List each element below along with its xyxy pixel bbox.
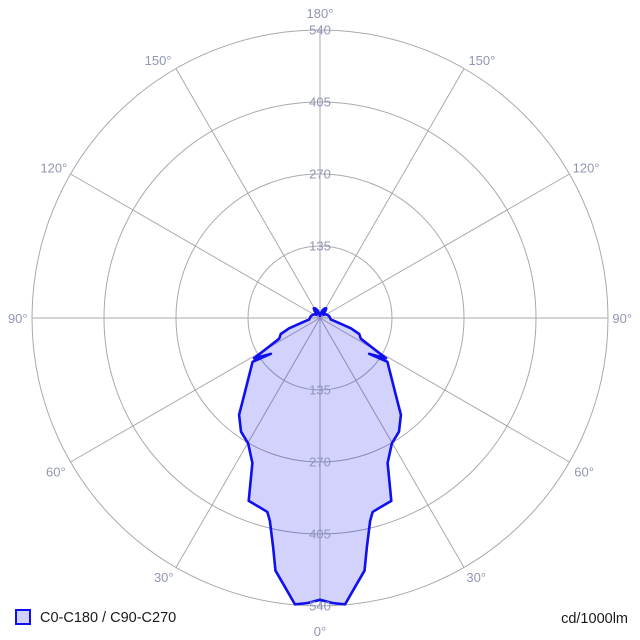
svg-text:120°: 120° (40, 160, 67, 175)
svg-text:30°: 30° (466, 570, 486, 585)
svg-text:30°: 30° (154, 570, 174, 585)
svg-text:0°: 0° (314, 624, 326, 639)
svg-text:60°: 60° (46, 464, 66, 479)
svg-text:180°: 180° (307, 6, 334, 21)
svg-text:540: 540 (309, 599, 331, 614)
svg-text:90°: 90° (612, 311, 632, 326)
svg-text:135: 135 (309, 383, 331, 398)
svg-text:150°: 150° (145, 53, 172, 68)
svg-text:60°: 60° (574, 464, 594, 479)
svg-text:270: 270 (309, 167, 331, 182)
svg-text:540: 540 (309, 23, 331, 38)
svg-text:405: 405 (309, 527, 331, 542)
svg-text:270: 270 (309, 455, 331, 470)
svg-text:405: 405 (309, 95, 331, 110)
svg-text:120°: 120° (573, 160, 600, 175)
svg-text:90°: 90° (8, 311, 28, 326)
svg-text:150°: 150° (468, 53, 495, 68)
svg-text:135: 135 (309, 239, 331, 254)
